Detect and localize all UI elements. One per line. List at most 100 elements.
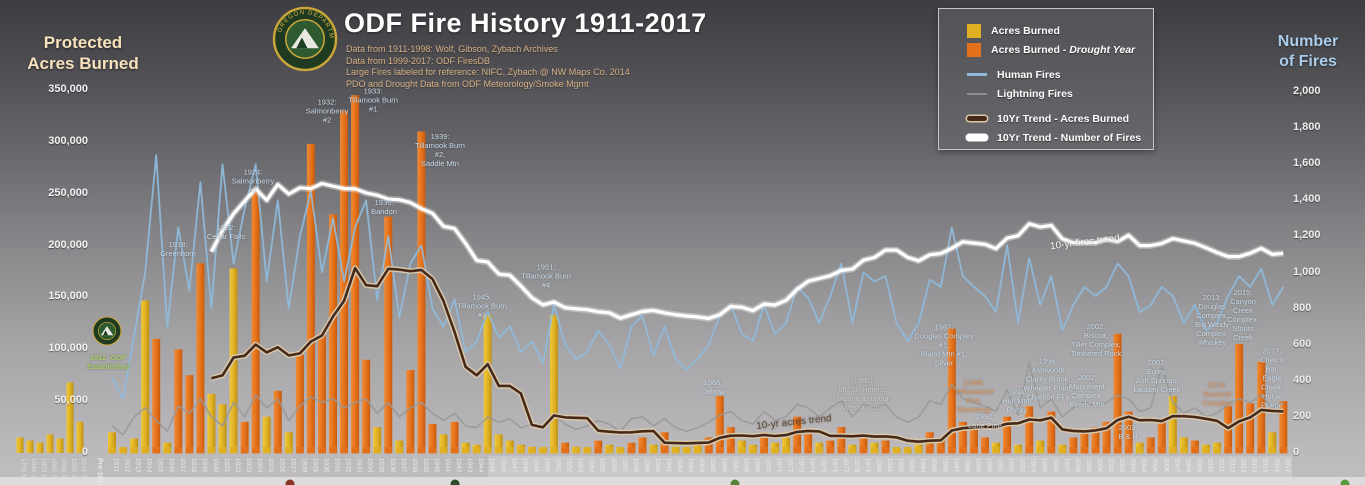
legend: Acres Burned Acres Burned - Drought Year… (938, 8, 1154, 150)
subtitle-line: Data from 1999-2017: ODF FiresDB (346, 55, 491, 66)
left-axis-tick: 350,000 (48, 83, 88, 95)
left-axis-tick: 300,000 (48, 134, 88, 147)
page-title: ODF Fire History 1911-2017 (344, 8, 707, 38)
year-axis-label: 1967 (731, 458, 738, 473)
year-axis-label: 1994 (1030, 458, 1037, 473)
year-axis-label: 1917 (179, 458, 186, 473)
year-axis-label: 1998 (1074, 458, 1081, 473)
acres-burned-bar (174, 349, 183, 453)
drought-year-marker (1213, 447, 1221, 454)
legend-item-trend-acres: 10Yr Trend - Acres Burned (967, 109, 1143, 128)
acres-burned-bar (373, 427, 382, 453)
drought-year-marker (473, 447, 481, 454)
drought-year-marker (1268, 447, 1276, 454)
acres-burned-bar (439, 434, 448, 453)
year-axis-label: 1989 (974, 458, 981, 473)
drought-year-marker (219, 447, 226, 454)
acres-burned-bar (1124, 411, 1133, 453)
year-axis-label: 1937 (400, 458, 407, 473)
acres-burned-bar (550, 315, 558, 453)
year-axis-label: 1965 (709, 458, 716, 473)
drought-year-marker (1191, 447, 1199, 454)
drought-year-marker (1246, 447, 1254, 454)
drought-year-marker (1014, 447, 1022, 454)
year-axis-label: 1932 (345, 458, 352, 473)
drought-year-marker (672, 447, 680, 454)
acres-burned-bar (1080, 432, 1089, 453)
year-axis-label: 1993 (1019, 458, 1026, 473)
pre-1911-fire-label: 1868 Coos (60, 458, 67, 485)
year-axis-label: 2010 (1206, 458, 1213, 473)
year-axis-label: 1977 (842, 458, 849, 473)
year-axis-label: 1988 (963, 458, 970, 473)
year-axis-label: 1971 (776, 458, 783, 473)
acres-burned-bar (417, 131, 426, 453)
drought-year-marker (318, 447, 326, 454)
pre-1911-bar (36, 442, 44, 453)
year-axis-label: 1980 (875, 458, 882, 473)
acres-burned-bar (306, 143, 315, 453)
drought-year-marker (528, 447, 536, 454)
drought-year-marker (329, 447, 337, 454)
acres-burned-bar (594, 440, 603, 453)
year-axis-label: 1944 (477, 458, 484, 473)
year-axis-label: 1975 (820, 458, 827, 473)
acres-burned-bar (1246, 403, 1255, 453)
human-fires-line-icon (967, 73, 987, 76)
drought-year-marker (285, 447, 293, 454)
acres-burned-bar (1113, 333, 1122, 453)
right-axis-tick: 1,800 (1293, 121, 1321, 134)
year-axis-label: 1940 (433, 458, 440, 473)
year-axis-label: 2017 (1284, 458, 1291, 473)
right-axis-tick: 1,200 (1293, 229, 1321, 242)
left-axis-tick: 100,000 (48, 342, 88, 355)
right-axis-tick: 1,400 (1293, 193, 1321, 206)
legend-item-human-fires: Human Fires (967, 65, 1143, 84)
pre-1911-fire-label: 1902 Yacolt (70, 458, 77, 485)
pre-1911-bar (46, 434, 54, 453)
drought-year-marker (174, 447, 182, 454)
drought-year-marker (638, 447, 646, 454)
year-axis-label: 1987 (952, 458, 959, 473)
pre-1911-bar (26, 440, 34, 453)
drought-year-marker (605, 447, 613, 454)
year-axis-label: 1918 (190, 458, 197, 473)
year-axis-label: 1995 (1041, 458, 1048, 473)
drought-year-marker (263, 447, 271, 454)
bottom-strip-dot-icon (450, 479, 460, 485)
year-axis-label: 2012 (1229, 458, 1236, 473)
year-axis-label: 1952 (566, 458, 573, 473)
trend-acres-line-icon (967, 116, 987, 121)
year-axis-label: 1982 (897, 458, 904, 473)
drought-year-marker (1125, 447, 1133, 454)
legend-label: Human Fires (997, 68, 1061, 81)
legend-item-trend-fires: 10Yr Trend - Number of Fires (967, 128, 1143, 147)
drought-year-marker (252, 447, 260, 454)
year-axis-label: 1976 (831, 458, 838, 473)
year-axis-label: 1960 (654, 458, 661, 473)
drought-year-marker (893, 447, 901, 454)
acres-burned-bar (207, 393, 216, 453)
drought-year-marker (406, 447, 414, 454)
drought-year-marker (1003, 447, 1011, 454)
year-axis-label: 1990 (985, 458, 992, 473)
drought-year-marker (561, 447, 569, 454)
year-axis-label: 1942 (455, 458, 462, 473)
left-axis-tick: 250,000 (48, 186, 88, 199)
year-axis-label: 1943 (466, 458, 473, 473)
legend-item-acres-burned-drought: Acres Burned - Drought Year (967, 40, 1143, 59)
year-axis-label: 2004 (1140, 458, 1147, 473)
drought-year-marker (517, 447, 525, 454)
pre-1911-bar (56, 438, 64, 453)
year-axis-label: 1968 (742, 458, 749, 473)
drought-year-marker (506, 447, 514, 454)
drought-year-marker (1180, 447, 1188, 454)
drought-year-marker (1158, 447, 1166, 454)
acres-burned-bar (1025, 406, 1034, 453)
legend-label: Lightning Fires (997, 87, 1073, 100)
year-axis-label: 1926 (278, 458, 285, 473)
bottom-strip-dot-icon (285, 479, 295, 485)
year-axis-label: 1912 (124, 458, 131, 473)
drought-year-marker (992, 447, 1000, 454)
acres-burned-bar (152, 338, 161, 453)
